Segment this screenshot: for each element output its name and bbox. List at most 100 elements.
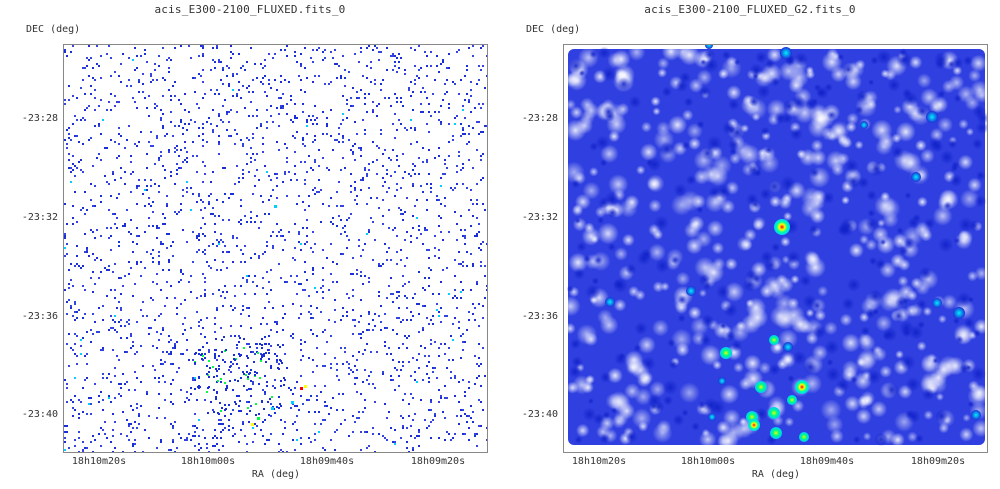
pixel [190,187,192,189]
pixel [208,376,210,378]
left-plot-area[interactable] [63,44,488,453]
pixel [250,380,252,382]
pixel [300,395,302,397]
pixel [296,275,298,277]
noise-blob [870,400,888,418]
pixel [266,323,268,325]
pixel [472,203,474,205]
pixel [284,421,286,423]
pixel [162,363,164,365]
pixel [162,95,164,97]
pixel [222,291,224,293]
pixel [238,53,240,55]
noise-blob [899,320,915,336]
pixel [220,295,222,297]
noise-blob [652,281,664,293]
pixel [416,435,418,437]
pixel [388,411,390,413]
pixel [186,339,188,341]
pixel [199,386,201,388]
pixel [396,183,398,185]
pixel [354,159,356,161]
pixel [247,407,249,409]
pixel [64,51,66,53]
pixel [468,209,470,211]
pixel [410,81,412,83]
pixel [476,203,478,205]
pixel [128,79,130,81]
pixel [276,323,278,325]
pixel [178,99,180,101]
pixel [286,195,288,197]
noise-blob [955,335,964,344]
pixel [476,363,478,365]
pixel [154,69,156,71]
pixel [290,335,292,337]
noise-blob [712,360,723,370]
pixel [366,203,368,205]
pixel [217,380,219,382]
pixel [400,123,402,125]
pixel [164,399,166,401]
pixel [132,241,134,243]
pixel [416,141,418,143]
pixel [214,67,216,69]
noise-blob [752,216,766,231]
pixel [146,393,148,395]
pixel [258,179,260,181]
pixel [100,55,102,57]
noise-blob [768,282,786,300]
noise-blob [950,164,959,173]
pixel [64,203,66,205]
pixel [408,451,410,452]
pixel [252,79,254,81]
pixel [474,435,476,437]
pixel [386,169,388,171]
pixel [306,241,308,243]
pixel [82,143,84,145]
pixel [230,413,232,415]
pixel [438,293,440,295]
pixel [438,315,440,317]
pixel [160,333,162,335]
pixel [330,439,332,441]
pixel [482,305,484,307]
pixel [330,109,332,111]
pixel [302,227,304,229]
pixel [352,319,354,321]
right-plot-area[interactable] [563,44,988,453]
pixel [104,421,106,423]
pixel [208,360,210,362]
pixel [438,155,440,157]
pixel [414,437,416,439]
pixel [282,107,284,109]
pixel [118,383,120,385]
pixel [382,371,384,373]
pixel [364,349,366,351]
pixel [74,333,76,335]
pixel [340,75,342,77]
pixel [215,396,217,398]
pixel [396,159,398,161]
pixel [468,387,470,389]
pixel [78,309,80,311]
pixel [94,439,96,441]
pixel [420,399,422,401]
noise-blob [956,291,972,308]
pixel [128,319,130,321]
pixel [304,209,306,211]
pixel [366,329,368,331]
pixel [94,205,96,207]
pixel [402,417,404,419]
pixel [462,163,464,165]
noise-blob [698,85,712,99]
noise-blob [962,413,971,422]
pixel [452,297,454,299]
pixel [454,317,456,319]
pixel [120,337,122,339]
noise-blob [826,110,837,120]
pixel [394,171,396,173]
pixel [390,259,392,261]
pixel [68,99,70,101]
noise-blob [920,148,935,164]
